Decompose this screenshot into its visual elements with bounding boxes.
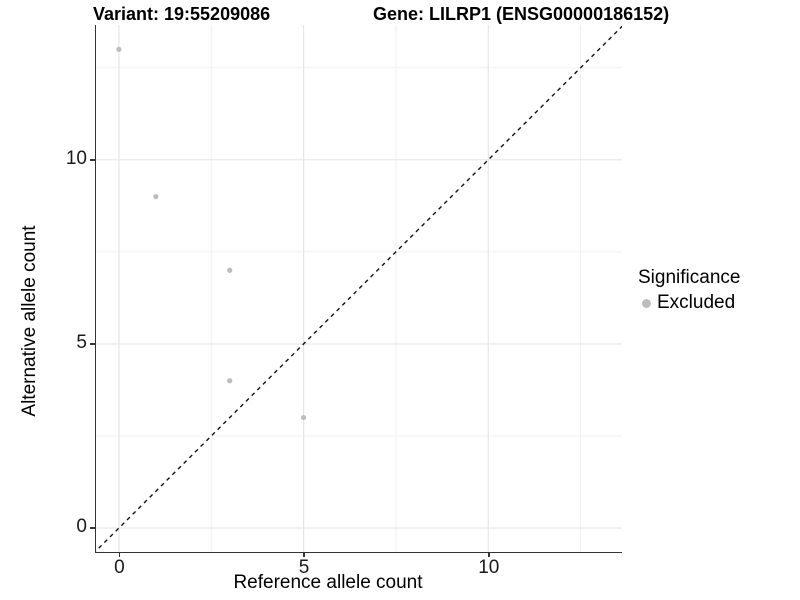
x-axis-tick-label: 0 <box>114 557 125 578</box>
y-axis-tick-label: 5 <box>76 331 87 353</box>
data-point <box>227 378 233 384</box>
y-axis-tick-label: 10 <box>65 147 87 169</box>
legend: Significance Excluded <box>638 267 740 314</box>
y-axis-tick <box>90 159 95 161</box>
plot-title-gene: Gene: LILRP1 (ENSG00000186152) <box>373 4 670 24</box>
legend-item-excluded: Excluded <box>638 292 740 314</box>
y-axis-title: Alternative allele count <box>19 225 40 417</box>
x-axis-tick-label: 5 <box>298 557 310 578</box>
y-axis-tick <box>90 343 95 345</box>
legend-item-label: Excluded <box>657 292 736 313</box>
x-axis-tick-label: 10 <box>478 557 500 578</box>
legend-point-icon <box>642 298 651 308</box>
data-point <box>153 194 159 200</box>
x-axis-tick <box>488 552 490 557</box>
plot-panel <box>95 25 622 553</box>
legend-title: Significance <box>638 267 741 288</box>
plot-title-variant: Variant: 19:55209086 <box>93 4 271 24</box>
x-axis-tick <box>303 552 305 557</box>
x-axis-tick <box>118 552 121 557</box>
data-point <box>116 46 122 52</box>
data-point <box>300 414 307 421</box>
plot-canvas <box>96 25 622 552</box>
identity-reference-line <box>96 25 622 552</box>
y-axis-tick-label: 0 <box>76 516 87 538</box>
data-point <box>227 267 233 273</box>
x-axis-title: Reference allele count <box>233 572 423 593</box>
y-axis-tick <box>90 527 95 529</box>
